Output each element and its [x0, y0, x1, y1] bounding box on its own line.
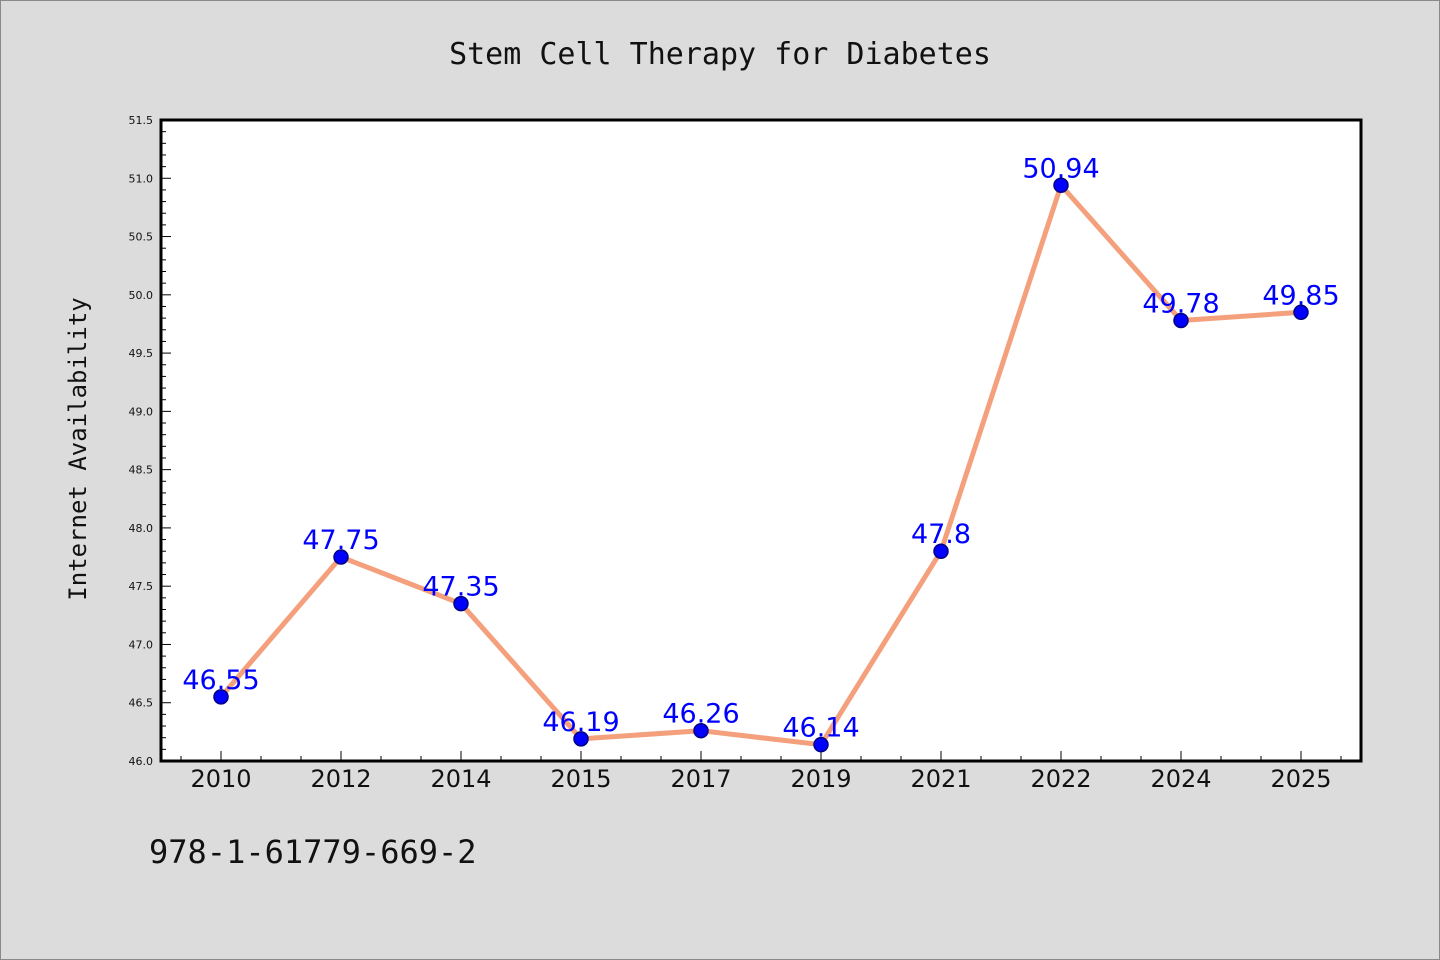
x-tick-label: 2024 [1150, 765, 1211, 793]
y-tick-label: 47.5 [129, 580, 154, 593]
plot-frame [159, 118, 1363, 763]
series-line [218, 182, 1304, 748]
y-tick-label: 46.5 [129, 697, 154, 710]
data-label: 50.94 [1022, 153, 1099, 184]
data-series: 46.55 47.75 47.35 46.19 46.26 46.14 47.8 50.94 4… [182, 153, 1340, 753]
footnote-text: 978-1-61779-669-2 [149, 833, 477, 871]
data-point [453, 595, 469, 612]
data-point [333, 549, 349, 565]
y-tick-label: 49.5 [129, 347, 154, 360]
chart-title: Stem Cell Therapy for Diabetes [449, 37, 991, 72]
data-point [1053, 177, 1069, 194]
data-label: 47.8 [911, 519, 971, 550]
data-label: 49.85 [1262, 280, 1339, 311]
x-tick-label: 2012 [310, 765, 371, 793]
x-tick-label: 2015 [550, 765, 611, 793]
x-tick-label: 2017 [670, 765, 731, 793]
y-tick-label: 50.5 [129, 231, 154, 244]
data-point [693, 722, 709, 739]
y-tick-label: 51.0 [129, 172, 154, 185]
y-tick-label: 47.0 [129, 638, 154, 651]
y-axis-label: Internet Availability [64, 297, 92, 600]
data-label: 47.35 [422, 572, 499, 603]
y-tick-label: 48.0 [129, 522, 154, 535]
data-point [213, 689, 229, 705]
x-tick-label: 2022 [1030, 765, 1091, 793]
axis-ticks: 46.0 46.5 47.0 47.5 48.0 48.5 49.0 49.5 50.0 50.5… [129, 114, 1342, 793]
y-tick-label: 51.5 [129, 114, 154, 127]
y-tick-label: 46.0 [129, 755, 154, 768]
data-point [813, 736, 829, 753]
data-point [1293, 304, 1309, 321]
y-tick-label: 48.5 [129, 464, 154, 477]
x-tick-label: 2014 [430, 765, 491, 793]
data-point [573, 731, 589, 747]
x-tick-label: 2010 [190, 765, 251, 793]
data-label: 46.26 [662, 699, 739, 730]
y-tick-label: 50.0 [129, 289, 154, 302]
x-tick-label: 2019 [790, 765, 851, 793]
data-label: 46.14 [782, 713, 859, 744]
data-point [933, 543, 949, 559]
data-label: 46.55 [182, 665, 259, 696]
data-label: 46.19 [542, 707, 619, 738]
x-tick-label: 2021 [910, 765, 971, 793]
plot-area [161, 120, 1361, 761]
x-tick-label: 2025 [1270, 765, 1331, 793]
y-tick-label: 49.0 [129, 405, 154, 418]
data-label: 49.78 [1142, 288, 1219, 319]
data-point [1173, 312, 1189, 329]
data-label: 47.75 [302, 525, 379, 556]
